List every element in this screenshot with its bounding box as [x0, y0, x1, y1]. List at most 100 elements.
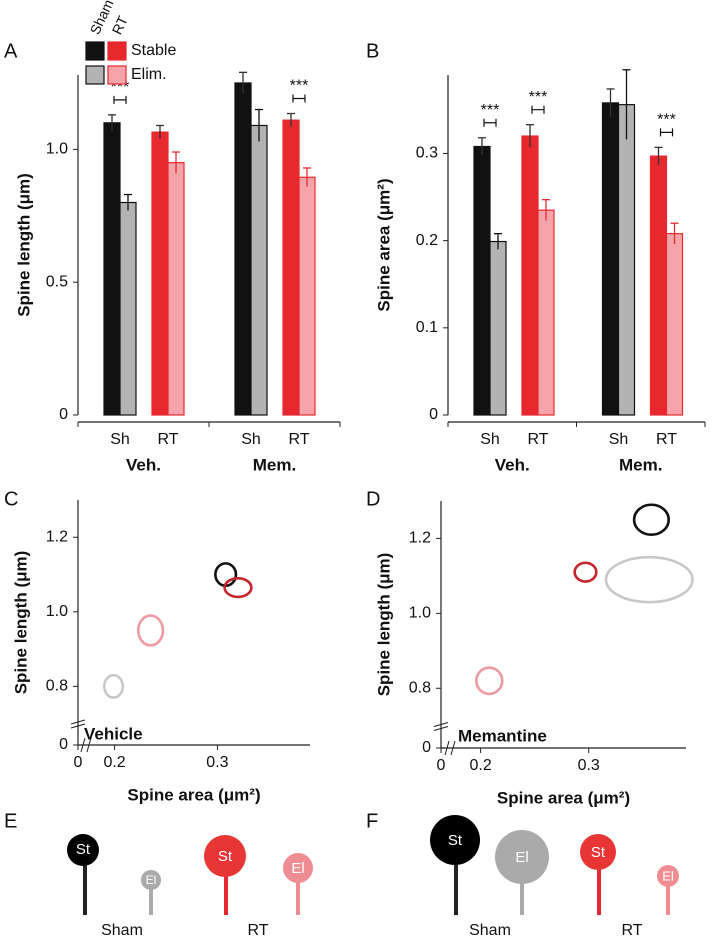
- x-tick-label: RT: [656, 431, 677, 448]
- y-axis-label: Spine length (μm): [11, 551, 30, 695]
- axis-break: [70, 719, 86, 729]
- panel-letter: B: [366, 40, 379, 62]
- head-label: St: [448, 832, 463, 849]
- legend-swatch: [107, 65, 127, 85]
- x-tick-label: 0.2: [469, 757, 491, 774]
- y-tick-label: 0.8: [409, 679, 431, 696]
- y-axis-label: Spine length (μm): [14, 173, 33, 317]
- bar: [617, 104, 636, 416]
- panel-letter: D: [366, 488, 380, 510]
- bar: [250, 124, 268, 416]
- bar: [151, 131, 169, 416]
- significance-label: ***: [481, 102, 500, 119]
- head-label: El: [291, 860, 304, 877]
- y-tick-label: 0: [429, 406, 438, 423]
- group-label: Sham: [101, 922, 143, 939]
- bar: [665, 233, 684, 416]
- significance-bracket: [659, 128, 674, 137]
- significance-label: ***: [657, 112, 676, 129]
- data-ellipse: [223, 576, 253, 599]
- significance-bracket: [113, 95, 127, 104]
- y-tick-label: 1.0: [46, 141, 68, 158]
- x-tick-label: Sh: [480, 431, 500, 448]
- y-tick-label: 0.8: [46, 678, 68, 695]
- significance-label: ***: [529, 89, 548, 106]
- y-tick-label: 0.3: [416, 145, 438, 162]
- y-tick-label: 0: [422, 739, 431, 756]
- data-ellipse: [573, 561, 598, 583]
- y-tick-label: 0.5: [46, 273, 68, 290]
- diagram-e: E St El St El Sham RT: [4, 810, 313, 939]
- bar: [473, 145, 491, 416]
- group-label: Veh.: [495, 455, 530, 474]
- legend-column-label: RT: [109, 13, 131, 37]
- annotation: Memantine: [458, 726, 547, 745]
- data-ellipse: [474, 666, 504, 696]
- bar: [234, 82, 252, 416]
- bar: [601, 102, 620, 416]
- x-tick-label: Sh: [609, 431, 629, 448]
- x-axis-label: Spine area (μm²): [497, 788, 630, 807]
- x-tick-label: 0.3: [206, 754, 228, 771]
- panel-letter: C: [4, 488, 18, 510]
- axis-break: [433, 722, 449, 731]
- significance-bracket: [483, 118, 497, 127]
- y-tick-label: 0: [59, 736, 68, 753]
- y-tick-label: 0.2: [416, 232, 438, 249]
- head-label: El: [515, 849, 528, 866]
- x-axis-label: Spine area (μm²): [127, 785, 260, 804]
- group-label: Veh.: [126, 455, 161, 474]
- head-label: St: [591, 844, 606, 861]
- x-tick-label: 0: [437, 757, 446, 774]
- bar: [649, 155, 668, 416]
- bar: [298, 176, 316, 416]
- bar: [119, 201, 137, 416]
- spine-head: [495, 830, 549, 884]
- group-label: Mem.: [253, 455, 296, 474]
- spine-head: [204, 835, 246, 877]
- y-tick-label: 1.0: [409, 605, 431, 622]
- y-axis-label: Spine length (μm): [374, 553, 393, 697]
- x-tick-label: 0: [74, 754, 83, 771]
- spine-head: [580, 834, 616, 870]
- x-tick-label: RT: [157, 431, 178, 448]
- bar: [537, 209, 555, 416]
- bar: [282, 119, 300, 416]
- significance-bracket: [531, 105, 545, 114]
- y-tick-label: 0: [59, 406, 68, 423]
- legend-label: Elim.: [131, 66, 167, 83]
- legend-swatch: [107, 41, 127, 61]
- significance-label: ***: [290, 78, 309, 95]
- x-tick-label: RT: [527, 431, 548, 448]
- significance-bracket: [292, 94, 306, 103]
- head-label: St: [76, 841, 91, 858]
- spine-head: [141, 870, 161, 890]
- panel-letter: A: [4, 40, 18, 62]
- x-tick-label: 0.2: [103, 754, 125, 771]
- x-tick-label: Sh: [241, 431, 261, 448]
- bar: [521, 135, 539, 416]
- data-ellipse: [102, 673, 125, 699]
- group-label: RT: [247, 922, 268, 939]
- y-tick-label: 1.2: [409, 530, 431, 547]
- axis-break: [444, 740, 456, 756]
- group-label: Sham: [469, 922, 511, 939]
- head-label: El: [146, 873, 157, 887]
- legend-swatch: [85, 41, 105, 61]
- x-tick-label: RT: [288, 431, 309, 448]
- bar: [489, 240, 507, 416]
- group-label: Mem.: [619, 455, 662, 474]
- spine-head: [283, 853, 313, 883]
- x-tick-label: 0.3: [578, 757, 600, 774]
- y-axis-label: Spine area (μm²): [374, 178, 393, 311]
- legend-swatch: [85, 65, 105, 85]
- axis-break: [80, 737, 92, 753]
- panel-letter: F: [366, 810, 378, 832]
- x-tick-label: Sh: [110, 431, 130, 448]
- group-label: RT: [621, 922, 642, 939]
- y-tick-label: 0.1: [416, 319, 438, 336]
- y-tick-label: 1.0: [46, 603, 68, 620]
- head-label: El: [662, 868, 674, 883]
- panel-letter: E: [4, 810, 17, 832]
